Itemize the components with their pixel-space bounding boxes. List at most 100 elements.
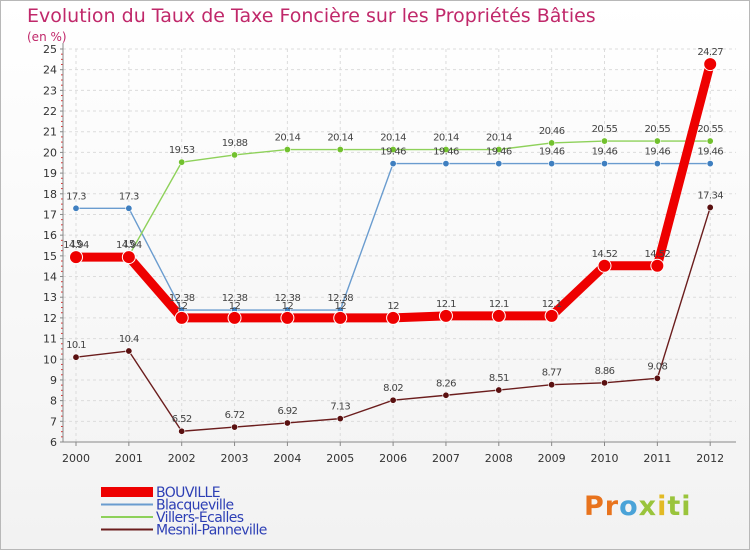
data-label-villers-ecalles: 20.55 bbox=[592, 124, 618, 135]
y-tick-label: 13 bbox=[43, 291, 57, 304]
data-point-mesnil-panneville bbox=[600, 379, 608, 387]
data-label-blacqueville: 17.3 bbox=[119, 191, 139, 202]
data-point-bouville bbox=[544, 308, 559, 323]
grid bbox=[63, 48, 736, 443]
data-label-mesnil-panneville: 8.26 bbox=[436, 378, 456, 389]
data-point-bouville bbox=[121, 250, 136, 265]
data-point-mesnil-panneville bbox=[336, 415, 344, 423]
data-point-mesnil-panneville bbox=[125, 347, 133, 355]
y-tick-label: 17 bbox=[43, 208, 57, 221]
x-tick-label: 2003 bbox=[221, 452, 249, 465]
data-point-blacqueville bbox=[72, 204, 80, 212]
y-tick-label: 23 bbox=[43, 84, 57, 97]
data-point-villers-ecalles bbox=[495, 146, 503, 154]
legend-label-mesnil-panneville: Mesnil-Panneville bbox=[156, 523, 267, 539]
data-point-bouville bbox=[69, 250, 83, 265]
legend-label-blacqueville: Blacqueville bbox=[156, 498, 234, 514]
data-point-villers-ecalles bbox=[706, 137, 714, 145]
data-point-blacqueville bbox=[389, 160, 397, 168]
data-label-bouville: 12.1 bbox=[436, 299, 456, 310]
y-tick-label: 10 bbox=[43, 353, 57, 366]
data-label-mesnil-panneville: 7.13 bbox=[330, 402, 350, 413]
data-point-blacqueville bbox=[442, 160, 450, 168]
x-tick-label: 2004 bbox=[273, 452, 301, 465]
x-tick-label: 2006 bbox=[379, 452, 407, 465]
y-tick-label: 20 bbox=[43, 146, 57, 159]
data-point-bouville bbox=[386, 310, 401, 325]
data-point-mesnil-panneville bbox=[548, 381, 556, 389]
data-label-mesnil-panneville: 10.1 bbox=[66, 340, 86, 351]
data-point-villers-ecalles bbox=[548, 139, 556, 147]
x-tick-label: 2005 bbox=[326, 452, 354, 465]
data-label-mesnil-panneville: 17.34 bbox=[697, 190, 723, 201]
y-ticks: 6 7 8 9 10 11 12 13 14 15 16 17 18 19 20 21 22 23 24 25 bbox=[43, 43, 57, 449]
y-tick-label: 18 bbox=[43, 188, 57, 201]
data-label-blacqueville: 19.46 bbox=[539, 147, 565, 158]
data-label-blacqueville: 19.46 bbox=[380, 147, 406, 158]
data-point-blacqueville bbox=[653, 160, 661, 168]
data-label-mesnil-panneville: 6.92 bbox=[277, 406, 297, 417]
y-tick-label: 16 bbox=[43, 229, 57, 242]
data-point-villers-ecalles bbox=[442, 146, 450, 154]
data-point-bouville bbox=[650, 258, 665, 273]
data-point-villers-ecalles bbox=[600, 137, 608, 145]
data-point-mesnil-panneville bbox=[653, 374, 661, 382]
data-label-mesnil-panneville: 10.4 bbox=[119, 334, 139, 345]
data-labels: 14.94 14.94 12 12 12 12 12 12.1 12.1 12.1 14.52 14.… bbox=[63, 47, 724, 425]
x-tick-label: 2010 bbox=[591, 452, 619, 465]
data-point-blacqueville bbox=[125, 204, 133, 212]
data-label-bouville: 12 bbox=[229, 301, 241, 312]
data-label-bouville: 12 bbox=[387, 301, 399, 312]
data-label-bouville: 14.94 bbox=[116, 240, 142, 251]
data-point-villers-ecalles bbox=[389, 146, 397, 154]
data-point-blacqueville bbox=[495, 160, 503, 168]
x-tick-label: 2002 bbox=[168, 452, 196, 465]
data-point-mesnil-panneville bbox=[442, 391, 450, 399]
x-tick-label: 2011 bbox=[643, 452, 671, 465]
data-label-blacqueville: 19.46 bbox=[697, 147, 723, 158]
chart-y-unit: (en %) bbox=[27, 30, 67, 44]
data-point-mesnil-panneville bbox=[231, 423, 239, 431]
data-point-bouville bbox=[333, 310, 348, 325]
data-label-villers-ecalles: 15 bbox=[123, 239, 135, 250]
data-point-villers-ecalles bbox=[178, 158, 186, 166]
data-label-blacqueville: 19.46 bbox=[486, 147, 512, 158]
y-tick-label: 19 bbox=[43, 167, 57, 180]
data-point-mesnil-panneville bbox=[495, 386, 503, 394]
data-point-mesnil-panneville bbox=[178, 427, 186, 435]
legend: BOUVILLEBlacquevilleVillers-ÉcallesMesni… bbox=[101, 485, 267, 539]
data-label-bouville: 14.52 bbox=[592, 249, 618, 260]
data-label-blacqueville: 17.3 bbox=[66, 191, 86, 202]
x-tick-label: 2007 bbox=[432, 452, 460, 465]
x-ticks: 2000 2001 2002 2003 2004 2005 2006 2007 2008 2009… bbox=[62, 452, 724, 465]
data-point-blacqueville bbox=[706, 160, 714, 168]
y-tick-label: 25 bbox=[43, 43, 57, 56]
y-tick-label: 12 bbox=[43, 312, 57, 325]
data-label-bouville: 12 bbox=[334, 301, 346, 312]
data-label-blacqueville: 19.46 bbox=[645, 147, 671, 158]
data-label-mesnil-panneville: 8.86 bbox=[595, 366, 615, 377]
data-point-bouville bbox=[438, 308, 453, 323]
data-label-bouville: 14.52 bbox=[645, 249, 671, 260]
y-tick-label: 7 bbox=[50, 415, 57, 428]
data-label-villers-ecalles: 15 bbox=[70, 239, 82, 250]
data-point-bouville bbox=[703, 57, 718, 72]
data-label-bouville: 12 bbox=[282, 301, 294, 312]
y-tick-label: 22 bbox=[43, 105, 57, 118]
proxiti-logo: Proxiti bbox=[584, 491, 692, 522]
y-tick-label: 11 bbox=[43, 333, 57, 346]
data-label-villers-ecalles: 20.55 bbox=[645, 124, 671, 135]
data-label-villers-ecalles: 19.88 bbox=[222, 138, 248, 149]
data-label-blacqueville: 19.46 bbox=[592, 147, 618, 158]
data-point-villers-ecalles bbox=[231, 151, 239, 159]
data-label-mesnil-panneville: 8.77 bbox=[542, 368, 562, 379]
y-tick-label: 14 bbox=[43, 271, 57, 284]
data-point-villers-ecalles bbox=[283, 146, 291, 154]
x-tick-label: 2012 bbox=[696, 452, 724, 465]
x-tick-label: 2009 bbox=[538, 452, 566, 465]
data-label-bouville: 12 bbox=[176, 301, 188, 312]
data-label-villers-ecalles: 20.55 bbox=[697, 124, 723, 135]
y-tick-label: 8 bbox=[50, 395, 57, 408]
